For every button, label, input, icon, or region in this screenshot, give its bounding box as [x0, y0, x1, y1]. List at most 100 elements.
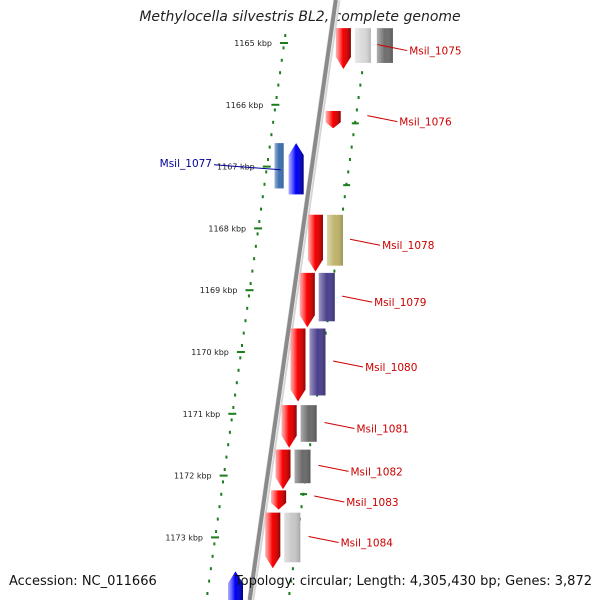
grid-dot-right [300, 505, 303, 509]
scale-tick [236, 351, 245, 353]
scale-tick [271, 103, 280, 106]
gene-arrow-sheen [271, 490, 287, 510]
gene-label: Msil_1082 [351, 466, 403, 478]
homolog-box-sheen [294, 449, 311, 484]
grid-dot-right [354, 120, 357, 124]
gene-label: Msil_1078 [382, 240, 434, 252]
gene-label: Msil_1083 [346, 497, 398, 509]
scale-tick [219, 474, 228, 477]
gene-msil-1082 [275, 449, 311, 490]
grid-dot-left [244, 319, 247, 323]
gene-msil-1079 [299, 272, 335, 328]
homolog-box-sheen [284, 512, 301, 563]
grid-dot-right [352, 133, 355, 137]
scale-tick-label: 1166 kbp [226, 101, 264, 110]
scale-tick [280, 42, 288, 44]
grid-dot-left [251, 269, 254, 273]
grid-dot-left [228, 430, 231, 434]
grid-dot-left [237, 368, 240, 372]
grid-dot-left [270, 133, 273, 137]
gene-leader-line [377, 44, 408, 52]
grid-dot-left [241, 344, 244, 347]
tick-dot-lines [206, 34, 369, 595]
homolog-box-sheen [354, 28, 371, 63]
grid-dot-left [221, 480, 224, 484]
homolog-box-sheen [318, 272, 335, 322]
gene-leader-line [367, 115, 398, 123]
gene-track [227, 28, 393, 600]
gene-arrow-sheen [288, 143, 304, 195]
gene-labels: Msil_1075 Msil_1076 Msil_1077 Msil_1078 Msil… [160, 44, 462, 549]
gene-label: Msil_1080 [365, 362, 417, 374]
accession-text: Accession: NC_011666 [9, 574, 157, 589]
grid-dot-left [254, 244, 257, 248]
gene-arrow-sheen [290, 328, 306, 402]
gene-label: Msil_1076 [399, 117, 452, 129]
grid-dot-right [291, 567, 294, 571]
homolog-box-sheen [376, 28, 393, 63]
grid-dot-left [275, 96, 278, 99]
gene-arrow-sheen [227, 571, 243, 600]
grid-dot-left [227, 443, 230, 447]
gene-leader-line [349, 238, 381, 246]
scale-tick-label: 1170 kbp [191, 348, 229, 357]
gene-leader-line [314, 495, 345, 503]
scale-tick-label: 1167 kbp [217, 163, 255, 172]
gene-label: Msil_1079 [374, 297, 426, 309]
grid-dot-left [261, 195, 264, 199]
backbone-highlight [251, 0, 339, 600]
homolog-box-sheen [300, 405, 317, 442]
grid-dot-left [253, 257, 256, 261]
gene-unlabeled [227, 571, 243, 600]
gene-arrow-sheen [265, 512, 281, 569]
grid-dot-left [282, 46, 285, 50]
grid-dot-right [357, 96, 360, 99]
grid-dot-left [272, 120, 275, 124]
grid-dot-left [220, 492, 223, 496]
scale-tick-label: 1173 kbp [165, 533, 203, 542]
scale-tick [211, 536, 220, 539]
gene-arrow-sheen [325, 110, 341, 129]
grid-dot-left [208, 579, 211, 583]
grid-dot-left [216, 517, 219, 521]
grid-dot-left [268, 145, 271, 149]
gene-arrow-sheen [281, 405, 297, 448]
grid-dot-right [359, 83, 362, 87]
grid-dot-right [361, 71, 364, 75]
gene-msil-1078 [307, 214, 343, 272]
scale-tick-label: 1168 kbp [208, 224, 246, 233]
grid-dot-left [215, 530, 218, 533]
grid-dot-left [247, 294, 250, 298]
grid-dot-left [239, 356, 242, 360]
grid-dot-left [232, 406, 235, 409]
grid-dot-left [256, 232, 259, 236]
backbone-line [247, 0, 338, 600]
gene-arrow-sheen [299, 272, 315, 328]
gene-arrow-sheen [335, 28, 351, 69]
scale-tick-minor [351, 122, 359, 125]
genome-summary-text: Topology: circular; Length: 4,305,430 bp… [234, 574, 592, 589]
grid-dot-right [290, 579, 293, 583]
grid-dot-left [234, 393, 237, 397]
gene-leader-line [324, 421, 355, 429]
scale-tick-label: 1172 kbp [174, 472, 212, 481]
gene-label: Msil_1077 [160, 158, 212, 170]
gene-msil-1084 [265, 512, 301, 569]
gene-msil-1075 [335, 28, 393, 69]
grid-dot-left [246, 306, 249, 310]
grid-dot-left [225, 455, 228, 459]
scale-tick [245, 289, 254, 292]
grid-dot-right [355, 108, 358, 112]
grid-dot-left [230, 418, 233, 422]
grid-dot-left [249, 282, 252, 285]
grid-dot-left [258, 220, 261, 223]
gene-msil-1081 [281, 405, 317, 448]
gene-label: Msil_1075 [409, 46, 461, 58]
grid-dot-left [260, 207, 263, 211]
grid-dot-right [347, 170, 350, 174]
grid-dot-left [263, 182, 266, 186]
grid-dot-left [235, 381, 238, 385]
grid-dot-left [209, 567, 212, 571]
grid-dot-left [279, 71, 282, 75]
